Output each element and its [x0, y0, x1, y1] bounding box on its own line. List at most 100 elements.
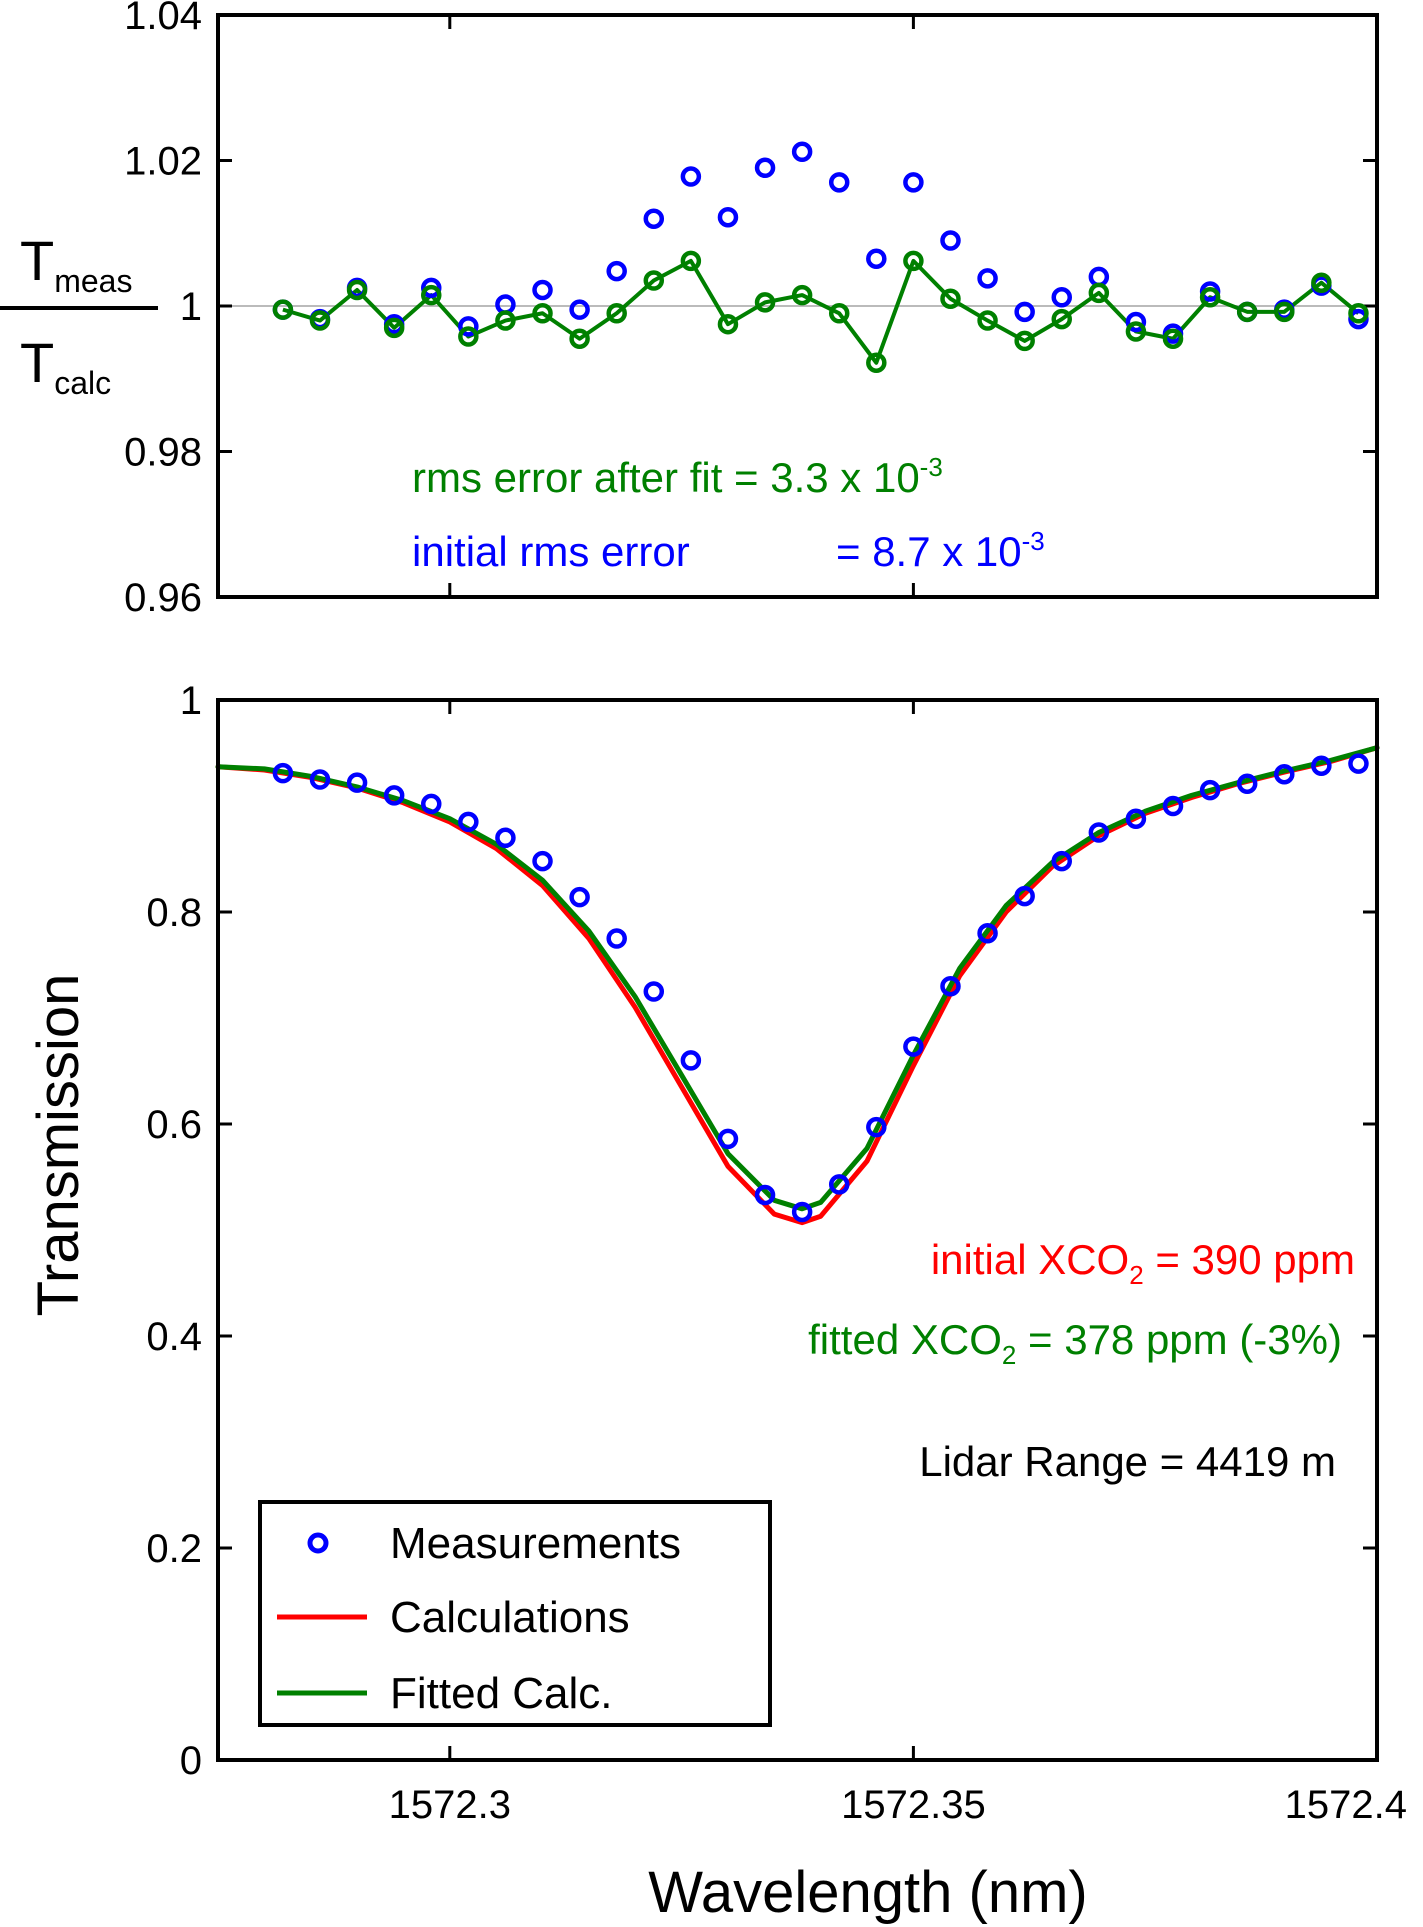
- top-fitted-point: [569, 328, 590, 349]
- top-fitted-point: [828, 303, 850, 324]
- top-initial-point: [717, 206, 739, 228]
- bottom-curves: [215, 745, 1380, 1226]
- measurement-point: [272, 762, 294, 784]
- top-ytick-label: 1.04: [124, 0, 202, 38]
- top-initial-point: [791, 141, 813, 163]
- top-initial-point: [532, 279, 553, 301]
- bottom-ytick-label: 0: [180, 1739, 202, 1783]
- top-fitted-point: [383, 317, 405, 339]
- top-fitted-point: [1088, 282, 1110, 304]
- top-initial-point: [680, 166, 702, 187]
- y-axis-title: Transmission: [26, 974, 91, 1317]
- fitted-xco2-annotation: fitted XCO2 = 378 ppm (-3%): [808, 1316, 1342, 1370]
- rms-after-fit-annotation: rms error after fit = 3.3 x 10-3: [412, 452, 943, 501]
- top-fitted-point: [1199, 287, 1221, 308]
- legend-measurements-label: Measurements: [390, 1519, 681, 1568]
- top-fitted-point: [1125, 321, 1147, 342]
- bottom-ytick-label: 0.2: [146, 1527, 202, 1571]
- legend: Measurements Calculations Fitted Calc.: [258, 1500, 772, 1727]
- top-initial-point: [1088, 266, 1110, 288]
- x-axis-title: Wavelength (nm): [648, 1860, 1087, 1925]
- top-initial-point: [1051, 287, 1073, 308]
- top-fitted-point: [866, 352, 887, 373]
- measurement-point: [346, 772, 368, 793]
- top-fitted-point: [1236, 301, 1258, 323]
- top-fitted-series: [272, 250, 1369, 373]
- ylabel-numerator: Tmeas: [20, 229, 132, 299]
- top-fitted-point: [421, 284, 442, 306]
- top-ytick-label: 0.96: [124, 576, 202, 620]
- top-fitted-point: [680, 250, 702, 272]
- top-fitted-point: [606, 303, 627, 324]
- top-initial-point: [1125, 311, 1147, 333]
- measurement-point: [383, 785, 405, 806]
- top-fitted-series-line: [282, 258, 1360, 365]
- legend-fitted-label: Fitted Calc.: [390, 1669, 613, 1718]
- measurement-point: [309, 769, 331, 790]
- top-ytick-labels: 0.96 0.98 1 1.02 1.04: [124, 0, 202, 620]
- top-fitted-point: [940, 288, 961, 309]
- top-initial-point: [828, 172, 850, 193]
- measurement-point: [1348, 753, 1369, 774]
- top-fitted-point: [272, 299, 294, 320]
- top-fitted-point: [495, 310, 516, 331]
- top-fitted-point: [346, 279, 368, 301]
- top-fitted-point: [754, 292, 776, 313]
- top-initial-point: [866, 248, 887, 269]
- measurement-point: [532, 850, 553, 872]
- top-panel: 0.96 0.98 1 1.02 1.04 Tmeas Tcalc rms error …: [0, 0, 1379, 620]
- measurement-point: [1088, 822, 1110, 843]
- top-fitted-point: [1274, 301, 1295, 323]
- top-initial-point: [569, 299, 590, 320]
- top-initial-point: [1014, 301, 1035, 323]
- top-initial-point: [643, 208, 665, 229]
- top-ytick-label: 0.98: [124, 431, 202, 475]
- measurement-point: [1274, 763, 1295, 785]
- top-fitted-point: [791, 284, 813, 306]
- top-fitted-line: [282, 258, 1360, 365]
- top-initial-point: [421, 277, 442, 299]
- measurement-point: [1125, 808, 1147, 829]
- top-fitted-point: [1311, 272, 1332, 293]
- measurement-point: [606, 928, 627, 949]
- measurement-point: [828, 1174, 850, 1195]
- measurement-point: [1311, 755, 1332, 776]
- top-fitted-point: [1014, 330, 1035, 352]
- top-ytick-label: 1.02: [124, 140, 202, 184]
- top-initial-point: [754, 157, 776, 179]
- top-fitted-point: [1162, 328, 1184, 349]
- measurement-point: [421, 793, 442, 815]
- top-fitted-point: [1051, 308, 1073, 330]
- top-initial-point: [940, 230, 961, 251]
- top-initial-point: [903, 172, 924, 193]
- measurement-point: [866, 1116, 887, 1138]
- top-fitted-point: [977, 310, 998, 331]
- measurement-point: [458, 811, 479, 833]
- top-initial-point: [458, 316, 479, 337]
- legend-box: [258, 1500, 772, 1727]
- top-fitted-point: [1348, 303, 1369, 324]
- top-ytick-label: 1: [180, 285, 202, 329]
- measurement-point: [940, 975, 961, 997]
- top-plot-frame: [216, 13, 1379, 599]
- top-fitted-point: [717, 313, 739, 335]
- ylabel-denominator: Tcalc: [20, 331, 111, 401]
- bottom-xtick-label: 1572.35: [841, 1783, 986, 1827]
- legend-calculations-label: Calculations: [390, 1593, 630, 1642]
- top-fitted-point: [532, 303, 553, 324]
- measurement-point: [754, 1184, 776, 1206]
- initial-rms-annotation: initial rms error: [412, 528, 690, 575]
- bottom-measurements: [272, 753, 1369, 1223]
- bottom-xtick-label: 1572.4: [1285, 1783, 1407, 1827]
- bottom-plot-frame: [216, 698, 1379, 1762]
- top-initial-series: [272, 141, 1369, 344]
- bottom-panel: 0 0.2 0.4 0.6 0.8 1 1572.3 1572.35 1572.4 Wavel…: [26, 679, 1407, 1925]
- top-initial-point: [977, 268, 998, 289]
- bottom-ytick-label: 0.6: [146, 1103, 202, 1147]
- measurement-point: [680, 1050, 702, 1071]
- legend-measurements-marker: [307, 1532, 329, 1554]
- lidar-range-annotation: Lidar Range = 4419 m: [919, 1438, 1336, 1485]
- bottom-xtick-label: 1572.3: [389, 1783, 511, 1827]
- bottom-ytick-label: 0.4: [146, 1315, 202, 1359]
